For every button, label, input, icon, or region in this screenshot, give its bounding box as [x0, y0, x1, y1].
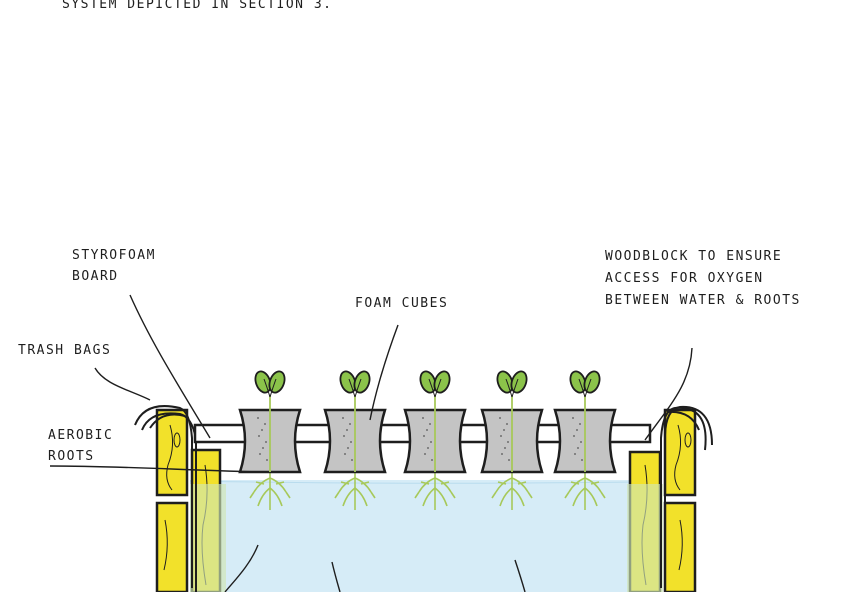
aerobic-roots [334, 470, 376, 510]
aerobic-roots [414, 470, 456, 510]
water-pointer-2 [331, 561, 341, 592]
plant-4 [480, 370, 544, 510]
foam-texture [499, 417, 510, 461]
caption-text: SYSTEM DEPICTED IN SECTION 3. [62, 0, 333, 12]
aerobic-roots [491, 470, 533, 510]
plant-3 [403, 370, 467, 510]
foam-cubes-pointer [369, 324, 399, 421]
aerobic-roots [564, 470, 606, 510]
woodblock-label-line1: WOODBLOCK TO ENSURE [605, 249, 783, 264]
foam-texture [422, 417, 433, 461]
aerobic-roots-label-line1: AEROBIC [48, 428, 114, 443]
trash-bags-label: TRASH BAGS [18, 343, 112, 358]
aerobic-roots-label-line2: ROOTS [48, 449, 95, 464]
trash-bags-pointer [94, 367, 151, 401]
plant-2 [323, 370, 387, 510]
woodblock-pointer [644, 347, 693, 441]
foam-texture [257, 417, 268, 461]
foam-cubes-label: FOAM CUBES [355, 296, 449, 311]
styrofoam-pointer [129, 294, 211, 439]
foam-texture [572, 417, 583, 461]
trash-bag-right [627, 484, 663, 592]
styrofoam-board-label-line2: BOARD [72, 269, 119, 284]
woodblock-label-line3: BETWEEN WATER & ROOTS [605, 293, 801, 308]
plant-5 [553, 370, 617, 510]
foam-texture [342, 417, 353, 461]
plant-1 [238, 370, 302, 510]
water-pointer-3 [514, 559, 526, 592]
water-reservoir [190, 480, 640, 592]
woodblock-label-line2: ACCESS FOR OXYGEN [605, 271, 764, 286]
aerobic-roots-pointer [49, 465, 261, 473]
aerobic-roots [249, 470, 291, 510]
plants-group [238, 370, 617, 510]
water-pointer-1 [224, 544, 259, 592]
styrofoam-board-label-line1: STYROFOAM [72, 248, 156, 263]
